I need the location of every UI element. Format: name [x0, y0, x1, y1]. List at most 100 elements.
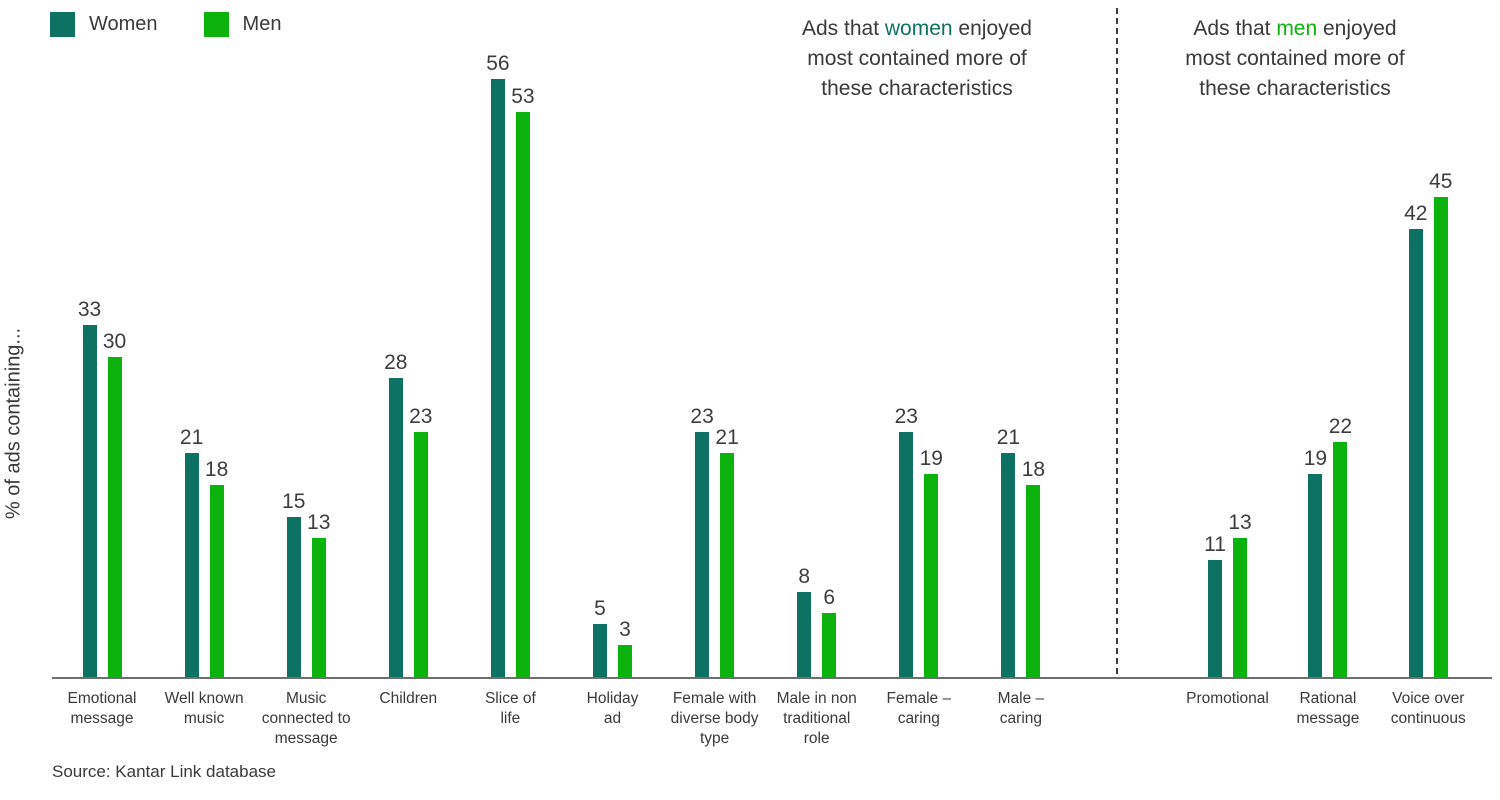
- bar-women: [388, 378, 403, 677]
- bar-column: 21: [180, 426, 203, 677]
- bar-men: [1333, 442, 1348, 677]
- bar-women: [490, 79, 505, 677]
- bar-value-label: 8: [798, 564, 811, 588]
- annotation-text: these characteristics: [1199, 77, 1391, 100]
- bar-value-label: 53: [511, 84, 535, 108]
- bar-pair: 19 22: [1304, 415, 1352, 677]
- bar-pair: 33 30: [78, 298, 126, 677]
- bar-men: [311, 538, 326, 677]
- bar-pair: 23 19: [895, 405, 943, 677]
- legend-label-men: Men: [242, 13, 282, 35]
- bar-column: 23: [409, 405, 432, 677]
- bar-column: 53: [511, 85, 535, 677]
- bar-group: 11 13: [1173, 511, 1283, 677]
- annotation-keyword-men: men: [1276, 17, 1318, 40]
- legend-item-women: Women: [50, 12, 158, 37]
- bar-pair: 42 45: [1404, 170, 1452, 677]
- bar-value-label: 13: [307, 511, 331, 535]
- annotation-text: Ads that: [802, 17, 885, 40]
- bar-column: 56: [486, 52, 510, 677]
- bar-men: [822, 612, 837, 677]
- bar-column: 18: [205, 458, 228, 677]
- bar-column: 3: [618, 618, 632, 677]
- bar-value-label: 19: [919, 447, 943, 471]
- bar-women: [184, 452, 199, 677]
- bar-value-label: 56: [486, 52, 510, 76]
- bar-group: 15 13: [251, 490, 361, 677]
- bar-men: [1233, 538, 1247, 677]
- bar-column: 45: [1429, 170, 1452, 677]
- bar-men: [515, 111, 530, 677]
- annotation-text: most contained more of: [1185, 47, 1405, 70]
- category-label: Voice over continuous: [1390, 690, 1466, 727]
- annotation-keyword-women: women: [884, 17, 953, 40]
- category-label: Female with diverse body type: [670, 690, 759, 747]
- bar-value-label: 21: [179, 425, 204, 449]
- annotation-men: Ads that men enjoyed most contained more…: [1140, 14, 1450, 104]
- bar-value-label: 23: [409, 404, 433, 428]
- category-label: Rational message: [1296, 690, 1360, 727]
- bar-column: 21: [715, 426, 739, 677]
- bar-value-label: 42: [1404, 201, 1428, 225]
- bar-column: 19: [1304, 447, 1327, 677]
- bar-group: 33 30: [47, 298, 157, 677]
- category-axis: Emotional message Well known music Music conn…: [52, 689, 1492, 759]
- bar-men: [720, 452, 735, 677]
- bar-column: 18: [1022, 458, 1045, 677]
- bar-value-label: 23: [690, 404, 714, 428]
- bar-column: 42: [1404, 202, 1427, 677]
- bar-value-label: 6: [823, 585, 836, 609]
- bar-pair: 15 13: [282, 490, 330, 677]
- bar-value-label: 21: [996, 425, 1021, 449]
- bar-group: 28 23: [353, 351, 463, 677]
- bar-women: [695, 431, 710, 677]
- category-label: Music connected to message: [261, 690, 351, 747]
- category-label: Children: [379, 690, 438, 707]
- category-label: Promotional: [1186, 690, 1269, 707]
- bar-column: 23: [690, 405, 714, 677]
- bar-column: 19: [920, 447, 943, 677]
- source-note: Source: Kantar Link database: [52, 762, 276, 781]
- bar-column: 33: [78, 298, 101, 677]
- bar-column: 6: [822, 585, 837, 677]
- bar-pair: 56 53: [486, 52, 535, 677]
- bar-group: 21 18: [966, 426, 1076, 677]
- bar-column: 15: [282, 490, 305, 677]
- bar-group: 23 19: [864, 405, 974, 677]
- legend-label-women: Women: [89, 13, 158, 35]
- bar-value-label: 11: [1204, 532, 1226, 556]
- bar-value-label: 23: [894, 404, 918, 428]
- category-label: Female – caring: [886, 690, 952, 727]
- bar-column: 13: [1228, 511, 1252, 677]
- bar-value-label: 33: [77, 297, 102, 321]
- annotation-text: these characteristics: [821, 77, 1013, 100]
- bar-men: [1433, 196, 1448, 677]
- annotation-text: enjoyed: [1317, 17, 1397, 40]
- men-swatch-icon: [203, 12, 229, 37]
- bar-group: 23 21: [660, 405, 770, 677]
- women-swatch-icon: [50, 12, 75, 37]
- bar-value-label: 5: [594, 596, 606, 620]
- bar-men: [209, 484, 224, 677]
- bar-value-label: 21: [715, 425, 739, 449]
- bar-men: [1026, 484, 1041, 677]
- category-label: Male in non traditional role: [776, 690, 857, 747]
- bar-value-label: 22: [1328, 415, 1353, 439]
- bar-value-label: 3: [619, 618, 631, 641]
- bar-women: [82, 324, 97, 677]
- bar-pair: 21 18: [997, 426, 1045, 677]
- annotation-text: most contained more of: [807, 47, 1027, 70]
- bar-men: [413, 431, 428, 677]
- bar-women: [1001, 452, 1016, 677]
- bar-women: [899, 431, 914, 677]
- bar-value-label: 45: [1429, 169, 1453, 193]
- annotation-text: Ads that: [1193, 17, 1277, 40]
- bar-men: [924, 474, 939, 677]
- bar-column: 8: [797, 564, 812, 677]
- bar-value-label: 19: [1303, 447, 1328, 471]
- bar-pair: 23 21: [690, 405, 739, 677]
